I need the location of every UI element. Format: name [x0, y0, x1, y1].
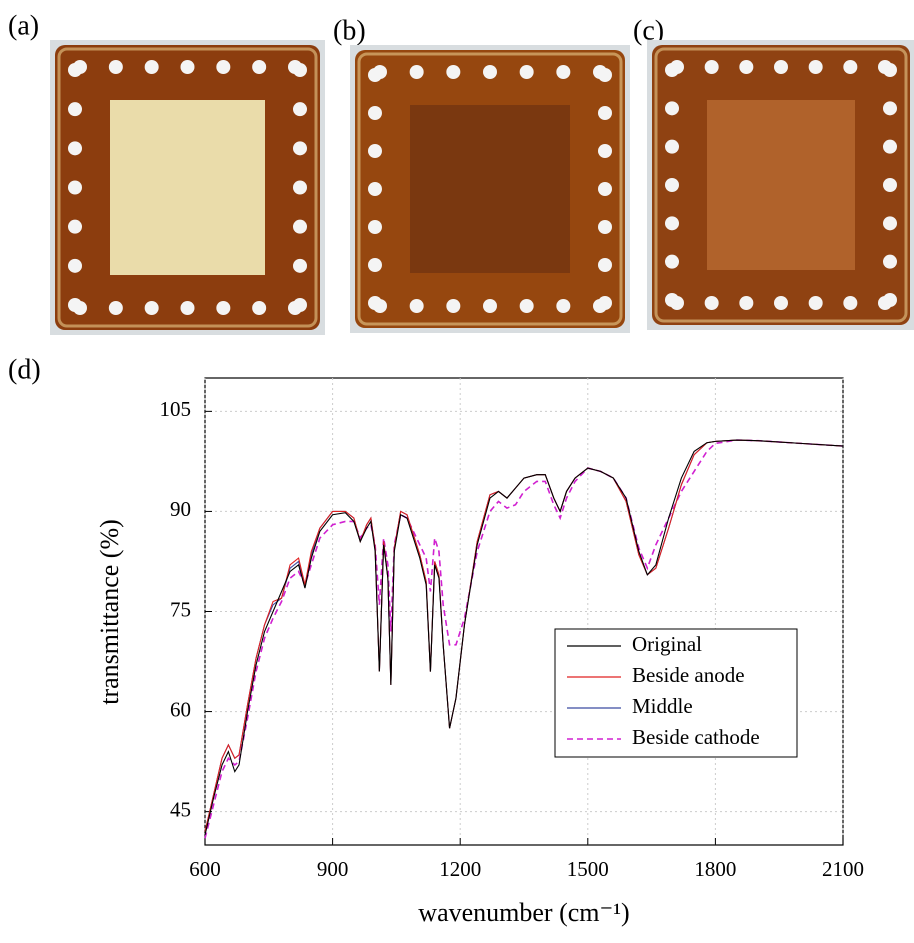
y-tick-label: 105	[160, 397, 192, 421]
hole	[774, 296, 788, 310]
hole	[598, 144, 612, 158]
hole	[809, 60, 823, 74]
membrane-active-area	[707, 100, 855, 270]
hole	[293, 259, 307, 273]
panel-label: (b)	[333, 15, 366, 46]
hole	[483, 299, 497, 313]
hole	[520, 299, 534, 313]
hole	[145, 301, 159, 315]
hole	[520, 65, 534, 79]
hole	[593, 65, 607, 79]
hole	[410, 299, 424, 313]
hole	[109, 301, 123, 315]
hole	[216, 301, 230, 315]
hole	[598, 182, 612, 196]
hole	[774, 60, 788, 74]
hole	[368, 68, 382, 82]
hole	[410, 65, 424, 79]
legend-label: Beside cathode	[632, 725, 760, 749]
hole	[368, 296, 382, 310]
y-axis-label: transmittance (%)	[95, 519, 124, 705]
panel-label: (a)	[8, 10, 39, 41]
hole	[665, 255, 679, 269]
hole	[181, 301, 195, 315]
hole	[878, 60, 892, 74]
hole	[288, 60, 302, 74]
y-tick-label: 75	[170, 597, 191, 621]
hole	[665, 101, 679, 115]
figure: (a) (b) (c) (d) wavenumber (cm⁻¹) transm…	[0, 0, 914, 943]
y-tick-label: 45	[170, 797, 191, 821]
x-tick-label: 2100	[822, 857, 864, 881]
hole	[843, 296, 857, 310]
hole	[68, 181, 82, 195]
hole	[145, 60, 159, 74]
hole	[665, 63, 679, 77]
hole	[665, 216, 679, 230]
legend-label: Beside anode	[632, 663, 745, 687]
hole	[705, 296, 719, 310]
hole	[739, 296, 753, 310]
panel-label: (d)	[8, 354, 41, 385]
hole	[293, 220, 307, 234]
y-tick-label: 90	[170, 497, 191, 521]
hole	[665, 293, 679, 307]
hole	[293, 298, 307, 312]
hole	[293, 141, 307, 155]
hole	[68, 259, 82, 273]
hole	[809, 296, 823, 310]
hole	[598, 258, 612, 272]
legend-label: Middle	[632, 694, 693, 718]
hole	[109, 60, 123, 74]
hole	[843, 60, 857, 74]
hole	[68, 220, 82, 234]
hole	[556, 65, 570, 79]
hole	[68, 298, 82, 312]
hole	[293, 181, 307, 195]
hole	[446, 299, 460, 313]
hole	[216, 60, 230, 74]
hole	[665, 140, 679, 154]
membrane-active-area	[110, 100, 265, 275]
x-tick-label: 1800	[694, 857, 736, 881]
hole	[883, 101, 897, 115]
x-axis-label: wavenumber (cm⁻¹)	[418, 898, 629, 927]
hole	[368, 258, 382, 272]
hole	[368, 144, 382, 158]
hole	[556, 299, 570, 313]
hole	[68, 141, 82, 155]
hole	[883, 293, 897, 307]
x-tick-label: 1500	[567, 857, 609, 881]
hole	[883, 178, 897, 192]
x-tick-label: 600	[189, 857, 221, 881]
hole	[705, 60, 719, 74]
hole	[68, 63, 82, 77]
membrane-active-area	[410, 105, 570, 273]
hole	[368, 220, 382, 234]
hole	[598, 296, 612, 310]
hole	[181, 60, 195, 74]
hole	[252, 301, 266, 315]
hole	[598, 106, 612, 120]
y-tick-label: 60	[170, 697, 191, 721]
hole	[252, 60, 266, 74]
hole	[368, 182, 382, 196]
hole	[598, 220, 612, 234]
photos	[50, 40, 914, 335]
x-tick-label: 1200	[439, 857, 481, 881]
hole	[883, 255, 897, 269]
hole	[883, 216, 897, 230]
hole	[483, 65, 497, 79]
hole	[883, 140, 897, 154]
hole	[665, 178, 679, 192]
hole	[68, 102, 82, 116]
hole	[368, 106, 382, 120]
hole	[446, 65, 460, 79]
legend-label: Original	[632, 632, 702, 656]
x-tick-label: 900	[317, 857, 349, 881]
hole	[293, 102, 307, 116]
hole	[739, 60, 753, 74]
